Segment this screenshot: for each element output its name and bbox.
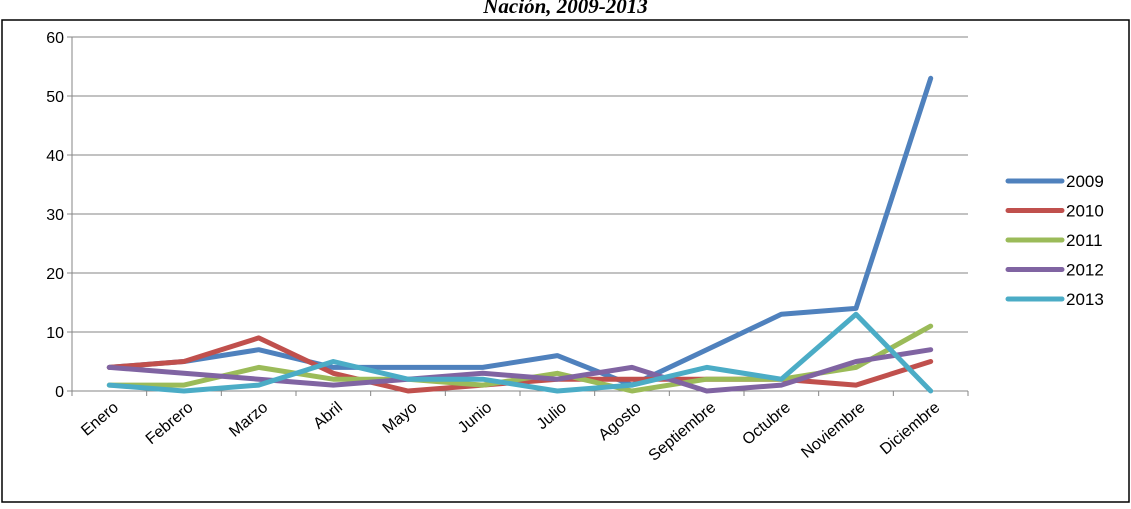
x-axis: Enero Febrero Marzo Abril Mayo Junio Julio Agos… (71, 390, 969, 465)
x-tick-label: Junio (455, 399, 495, 437)
x-tick-label: Mayo (380, 399, 421, 437)
legend-label-2011: 2011 (1066, 231, 1103, 250)
legend-label-2013: 2013 (1066, 290, 1104, 309)
x-tick-label: Noviembre (798, 399, 868, 462)
x-tick-label: Octubre (739, 399, 794, 449)
x-tick-label: Enero (78, 399, 122, 440)
legend-label-2009: 2009 (1066, 172, 1104, 191)
x-tick-label: Diciembre (877, 399, 943, 458)
chart-border (1, 19, 1130, 503)
gridlines (72, 36, 968, 333)
series-line-2013 (106, 311, 934, 394)
y-tick-label: 30 (46, 207, 64, 224)
series-line-2009 (106, 75, 934, 388)
x-tick-label: Julio (534, 399, 570, 433)
y-tick-label: 20 (46, 266, 64, 283)
legend-label-2010: 2010 (1066, 202, 1104, 221)
x-tick-label: Septiembre (646, 399, 720, 465)
x-tick-label: Febrero (143, 399, 197, 448)
y-tick-label: 60 (46, 30, 64, 47)
legend: 2009 2010 2011 2012 2013 (1005, 172, 1104, 309)
y-tick-label: 0 (55, 384, 64, 401)
x-tick-label: Abril (310, 399, 345, 433)
series-line-2011 (106, 323, 934, 394)
legend-label-2012: 2012 (1066, 261, 1104, 280)
series-lines (106, 75, 934, 394)
series-line-2012 (106, 347, 934, 394)
y-tick-label: 40 (46, 148, 64, 165)
y-axis: 0 10 20 30 40 50 60 (46, 30, 73, 401)
x-tick-label: Marzo (226, 399, 271, 441)
x-tick-label: Agosto (595, 399, 644, 444)
chart-title: Nación, 2009-2013 (483, 0, 648, 18)
y-tick-label: 10 (46, 325, 64, 342)
y-tick-label: 50 (46, 89, 64, 106)
